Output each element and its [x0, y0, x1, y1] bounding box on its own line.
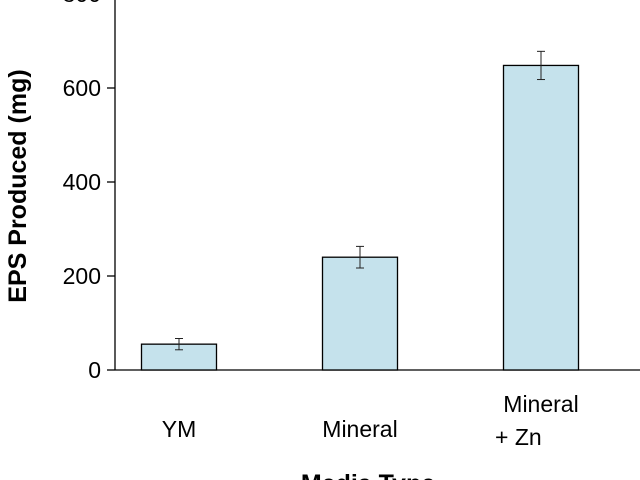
x-category-label: Mineral [322, 416, 397, 442]
y-axis-title: EPS Produced (mg) [4, 69, 32, 302]
y-axis-ticks: 0 200 400 600 800 [63, 0, 115, 383]
y-tick-label: 200 [63, 263, 101, 289]
y-tick-label: 800 [63, 0, 101, 7]
bar [321, 256, 399, 371]
bar [502, 64, 580, 371]
y-tick-label: 0 [88, 357, 101, 383]
x-axis-title: Media Type [301, 470, 435, 480]
y-tick-label: 600 [63, 75, 101, 101]
x-category-label: + Zn [495, 424, 542, 450]
bars [140, 50, 580, 371]
x-axis-category-labels: YM Mineral Mineral + Zn [162, 391, 579, 450]
x-category-label: YM [162, 416, 197, 442]
y-tick-label: 400 [63, 169, 101, 195]
x-category-label: Mineral [503, 391, 578, 417]
